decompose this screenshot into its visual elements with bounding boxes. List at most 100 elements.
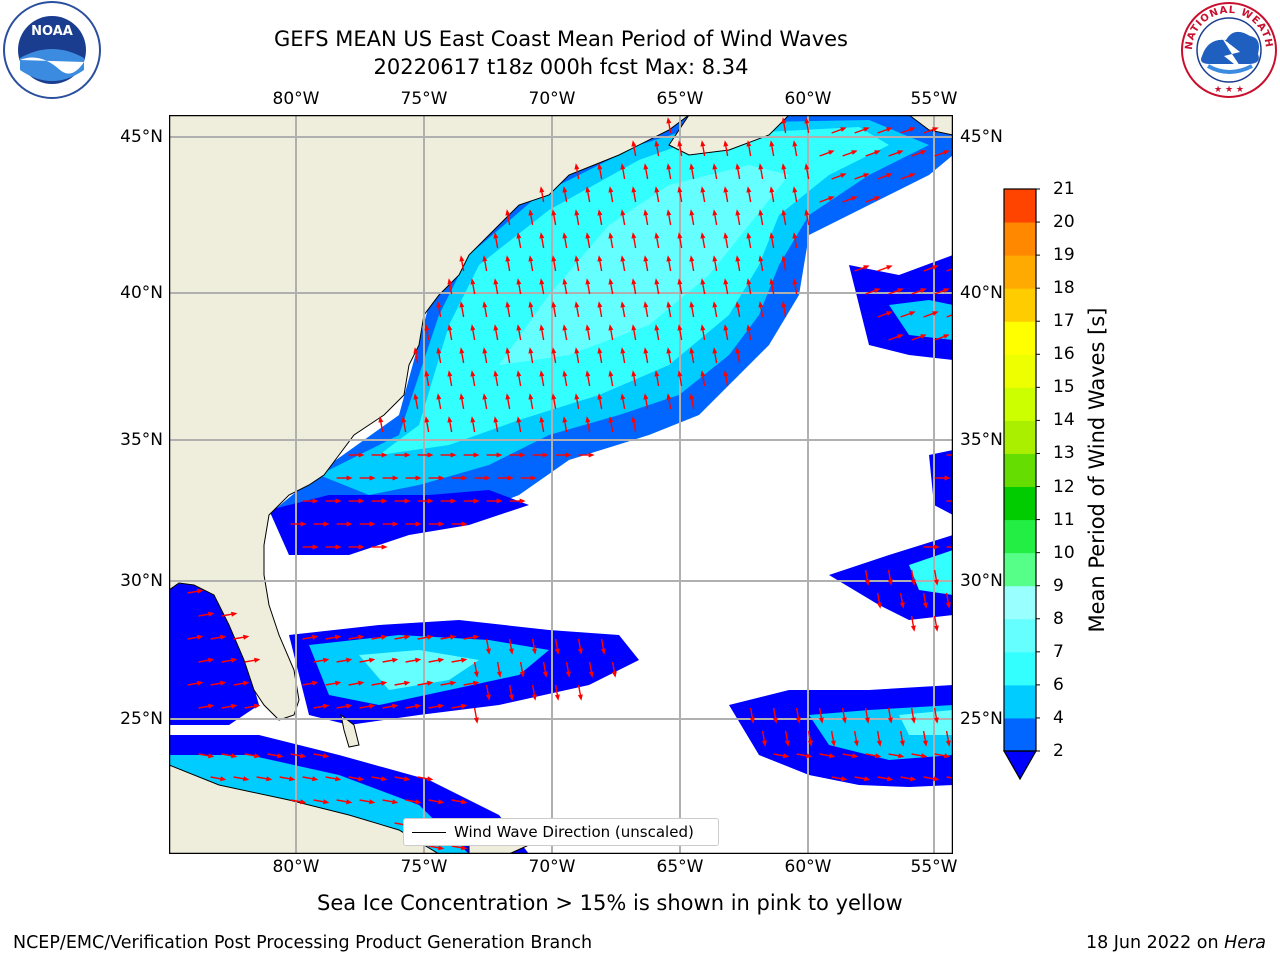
wave-direction-arrowhead: [415, 475, 422, 481]
wave-direction-arrowhead: [438, 845, 445, 851]
wave-direction-arrowhead: [447, 370, 453, 377]
wave-direction-arrowhead: [485, 648, 491, 655]
wave-direction-arrowhead: [505, 209, 511, 216]
wave-direction-arrowhead: [254, 657, 261, 663]
wave-direction-arrowhead: [208, 703, 215, 709]
wave-direction-arrowhead: [415, 703, 422, 709]
wave-direction-arrowhead: [220, 634, 227, 640]
wave-direction-arrowhead: [346, 475, 353, 481]
wave-direction-arrowhead: [551, 393, 557, 400]
wave-direction-arrowhead: [220, 776, 227, 782]
wave-direction-arrowhead: [887, 717, 893, 724]
wave-direction-arrowhead: [505, 301, 511, 308]
wave-direction-arrowhead: [516, 278, 522, 285]
wave-direction-arrowhead: [346, 521, 353, 527]
colorbar-tick-label: 6: [1053, 674, 1064, 695]
wave-direction-arrowhead: [485, 694, 491, 701]
wave-direction-arrowhead: [470, 278, 476, 285]
wave-direction-arrowhead: [539, 416, 545, 423]
wave-direction-arrowhead: [447, 278, 453, 285]
wave-direction-arrowhead: [427, 776, 434, 782]
wave-direction-arrowhead: [335, 498, 342, 504]
wave-direction-arrowhead: [933, 625, 939, 632]
wave-direction-arrowhead: [574, 347, 580, 354]
wave-direction-arrowhead: [312, 634, 319, 640]
wave-direction-arrowhead: [666, 347, 672, 354]
wave-direction-arrowhead: [392, 521, 399, 527]
colorbar-bin: [1004, 453, 1036, 488]
wave-direction-arrowhead: [574, 209, 580, 216]
field-southeast-coast: [269, 490, 529, 555]
wave-direction-arrowhead: [735, 255, 741, 262]
wave-direction-arrowhead: [197, 680, 204, 686]
wave-direction-arrowhead: [723, 278, 729, 285]
wave-direction-arrowhead: [909, 173, 916, 178]
colorbar-bin: [1004, 519, 1036, 554]
wave-direction-arrowhead: [438, 703, 445, 709]
wave-direction-arrowhead: [689, 255, 695, 262]
wave-direction-arrowhead: [562, 186, 568, 193]
colorbar-tick-label: 15: [1053, 377, 1075, 398]
wave-direction-arrowhead: [769, 186, 775, 193]
colorbar-bin: [1004, 420, 1036, 454]
wave-direction-arrowhead: [473, 498, 480, 504]
wave-direction-arrowhead: [897, 150, 904, 155]
wave-direction-arrowhead: [700, 370, 706, 377]
map-legend: Wind Wave Direction (unscaled): [403, 818, 719, 846]
wave-direction-arrowhead: [700, 232, 706, 239]
lon-tick-bottom-60w: 60°W: [784, 857, 832, 877]
wind-wave-arrows: [187, 117, 953, 851]
wave-direction-arrowhead: [851, 150, 858, 155]
wave-direction-arrowhead: [758, 209, 764, 216]
wave-direction-arrowhead: [933, 544, 940, 550]
colorbar-title: Mean Period of Wind Waves [s]: [1085, 307, 1109, 633]
wave-direction-arrowhead: [450, 498, 457, 504]
lat-tick-left-40n: 40°N: [120, 283, 163, 303]
wave-direction-arrowhead: [530, 475, 537, 481]
lon-tick-top-60w: 60°W: [784, 89, 832, 109]
wave-direction-arrowhead: [807, 740, 813, 747]
wave-direction-arrowhead: [312, 498, 319, 504]
wave-direction-arrowhead: [208, 611, 215, 617]
colorbar-bin: [1004, 552, 1036, 587]
lat-tick-right-30n: 30°N: [960, 571, 1003, 591]
land-cuba: [169, 764, 440, 854]
wave-direction-arrowhead: [804, 209, 810, 216]
wave-direction-arrowhead: [746, 140, 752, 147]
wave-direction-arrowhead: [735, 301, 741, 308]
wave-direction-arrowhead: [574, 163, 580, 170]
wave-direction-arrowhead: [335, 544, 342, 550]
wave-direction-arrowhead: [562, 232, 568, 239]
wave-direction-arrowhead: [436, 301, 442, 308]
wave-direction-arrowhead: [909, 311, 916, 316]
legend-label: Wind Wave Direction (unscaled): [454, 823, 694, 841]
wave-direction-arrowhead: [746, 278, 752, 285]
wave-direction-arrowhead: [700, 140, 706, 147]
wave-direction-arrowhead: [700, 186, 706, 193]
wave-direction-arrowhead: [277, 753, 284, 759]
wave-direction-arrowhead: [631, 416, 637, 423]
wave-direction-arrowhead: [700, 278, 706, 285]
wave-direction-arrowhead: [473, 634, 480, 640]
wave-direction-arrowhead: [875, 753, 882, 759]
wave-direction-arrowhead: [427, 680, 434, 686]
wave-direction-arrowhead: [358, 544, 365, 550]
wave-direction-arrowhead: [585, 278, 591, 285]
wave-direction-arrowhead: [427, 452, 434, 458]
colorbar-bin: [1004, 387, 1036, 421]
wave-direction-arrowhead: [493, 232, 499, 239]
wave-direction-arrowhead: [369, 799, 376, 805]
field-subtropical-core: [359, 650, 479, 690]
wave-direction-arrowhead: [358, 498, 365, 504]
wave-direction-arrowhead: [381, 498, 388, 504]
land-newfoundland: [908, 115, 953, 136]
wave-direction-arrowhead: [666, 163, 672, 170]
lon-tick-bottom-80w: 80°W: [272, 857, 320, 877]
chart-title-line1: GEFS MEAN US East Coast Mean Period of W…: [274, 27, 848, 51]
wave-direction-arrowhead: [945, 602, 951, 609]
footer-date: 18 Jun 2022 on Hera: [1086, 933, 1266, 953]
wave-direction-arrowhead: [539, 370, 545, 377]
land: [169, 115, 953, 854]
wave-direction-arrowhead: [438, 521, 445, 527]
colorbar-tick-label: 14: [1053, 410, 1075, 431]
